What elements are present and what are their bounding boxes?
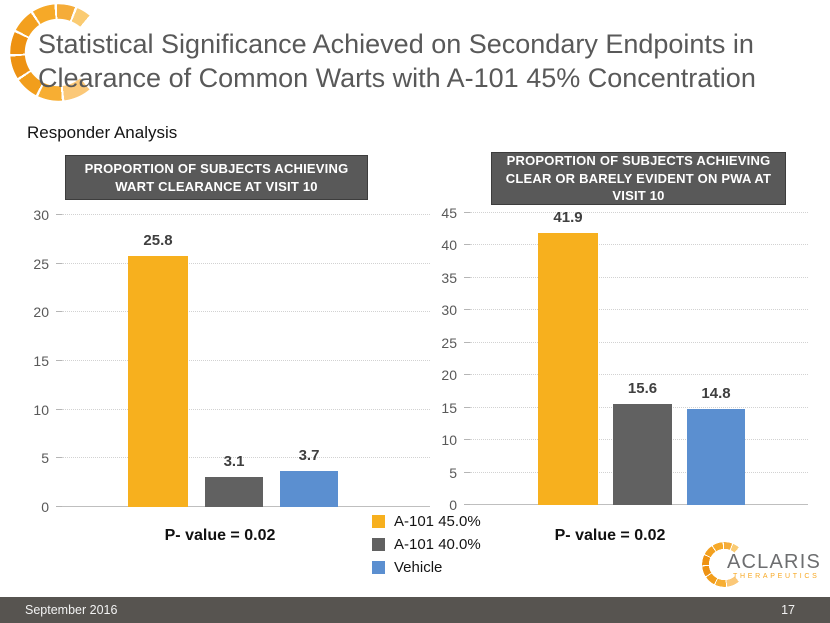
- aclaris-ring-icon: [10, 4, 107, 101]
- y-axis-label: 10: [441, 432, 457, 449]
- gridline: [470, 276, 808, 278]
- slide-subtitle: Responder Analysis: [27, 123, 178, 142]
- bar-value-label: 15.6: [627, 379, 658, 397]
- gridline: [62, 360, 430, 361]
- y-axis-tick: [464, 212, 470, 213]
- gridline: [62, 214, 430, 215]
- footer-date: September 2016: [25, 603, 118, 617]
- chart-right-title: PROPORTION OF SUBJECTS ACHIEVING CLEAR O…: [491, 152, 786, 205]
- legend: A-101 45.0% A-101 40.0% Vehicle: [372, 510, 481, 579]
- y-axis-tick: [56, 262, 62, 264]
- slide-title: Statistical Significance Achieved on Sec…: [38, 27, 823, 95]
- chart-right-pvalue: P- value = 0.02: [554, 527, 666, 544]
- gridline: [62, 262, 430, 264]
- gridline: [470, 212, 808, 213]
- bar-vehicle: [687, 408, 745, 505]
- gridline: [470, 309, 808, 311]
- y-axis-tick: [56, 506, 62, 507]
- y-axis-label: 10: [33, 401, 49, 418]
- y-axis-label: 25: [33, 255, 49, 272]
- bar-a-101-40-0: [205, 476, 263, 507]
- y-axis-label: 30: [441, 302, 457, 319]
- y-axis-tick: [464, 471, 470, 473]
- y-axis-label: 35: [441, 269, 457, 286]
- y-axis-label: 40: [441, 237, 457, 254]
- bar-value-label: 41.9: [553, 209, 583, 227]
- y-axis-label: 25: [441, 334, 457, 351]
- bar-value-label: 14.8: [701, 384, 731, 402]
- bar-a-101-45-0: [538, 233, 598, 505]
- gridline: [62, 408, 430, 410]
- aclaris-logo: ACLARIS THERAPEUTICS: [700, 539, 828, 595]
- y-axis-label: 0: [449, 497, 457, 513]
- gridline: [62, 457, 430, 459]
- y-axis-tick: [464, 276, 470, 278]
- y-axis-tick: [464, 309, 470, 311]
- bar-a-101-40-0: [613, 403, 672, 505]
- y-axis-tick: [56, 214, 62, 215]
- y-axis-label: 15: [33, 353, 49, 369]
- gridline: [470, 341, 808, 343]
- aclaris-logo-name: ACLARIS: [727, 551, 821, 573]
- legend-swatch-icon: [372, 561, 385, 574]
- gridline: [62, 311, 430, 313]
- legend-label: A-101 40.0%: [394, 536, 481, 553]
- aclaris-ring-icon: [702, 542, 747, 587]
- y-axis-tick: [464, 406, 470, 408]
- y-axis-label: 20: [33, 304, 49, 321]
- gridline: [470, 244, 808, 246]
- page-number: 17: [781, 603, 795, 617]
- chart-left-title: PROPORTION OF SUBJECTS ACHIEVING WART CL…: [65, 155, 368, 200]
- bar-vehicle: [280, 471, 338, 507]
- bar-value-label: 3.1: [223, 452, 245, 470]
- chart-left-plot: 0 5 10 15 20 25 30 25.8 3.1 3.7: [33, 208, 430, 514]
- legend-swatch-icon: [372, 515, 385, 528]
- y-axis-tick: [56, 408, 62, 410]
- y-axis-label: 45: [441, 205, 457, 221]
- bar-a-101-45-0: [128, 255, 188, 507]
- y-axis-label: 0: [41, 499, 49, 515]
- y-axis-tick: [464, 439, 470, 441]
- y-axis-label: 15: [441, 399, 457, 416]
- legend-label: A-101 45.0%: [394, 513, 481, 530]
- slide-title-line2: Clearance of Common Warts with A-101 45%…: [38, 63, 756, 93]
- bar-value-label: 25.8: [143, 231, 173, 249]
- slide-title-line1: Statistical Significance Achieved on Sec…: [38, 29, 754, 59]
- y-axis-tick: [56, 311, 62, 313]
- gridline: [470, 374, 808, 376]
- y-axis-label: 20: [441, 367, 457, 384]
- legend-item: A-101 40.0%: [372, 533, 481, 556]
- y-axis-label: 5: [449, 464, 457, 481]
- y-axis-tick: [56, 457, 62, 459]
- footer-bar: September 2016 17: [0, 597, 830, 623]
- y-axis-tick: [464, 244, 470, 246]
- legend-swatch-icon: [372, 538, 385, 551]
- y-axis-label: 30: [33, 207, 49, 223]
- y-axis-label: 5: [41, 450, 49, 467]
- legend-item: Vehicle: [372, 556, 481, 579]
- chart-left-pvalue: P- value = 0.02: [164, 527, 276, 544]
- y-axis-tick: [56, 360, 62, 361]
- legend-item: A-101 45.0%: [372, 510, 481, 533]
- chart-right-plot: 0 5 10 15 20 25 30 35 40 45 41.9 15.6 14.8: [441, 206, 808, 512]
- y-axis-tick: [464, 374, 470, 376]
- aclaris-logo-subtext: THERAPEUTICS: [733, 573, 820, 580]
- bar-value-label: 3.7: [298, 447, 320, 464]
- y-axis-tick: [464, 341, 470, 343]
- y-axis-tick: [464, 504, 470, 505]
- legend-label: Vehicle: [394, 559, 443, 576]
